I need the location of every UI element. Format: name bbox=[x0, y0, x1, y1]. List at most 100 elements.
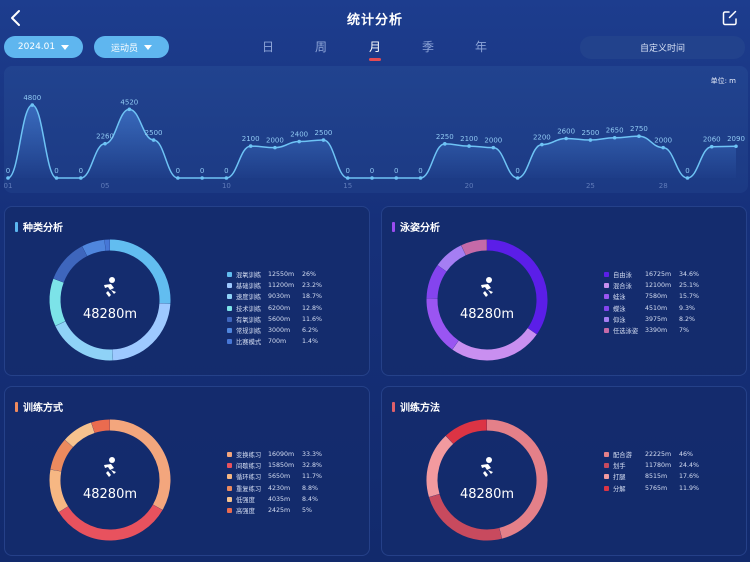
data-label: 2600 bbox=[557, 128, 575, 136]
data-point[interactable] bbox=[661, 145, 665, 150]
tab-day[interactable]: 日 bbox=[261, 40, 274, 54]
legend-name: 常规训练 bbox=[236, 328, 262, 336]
data-point[interactable] bbox=[418, 176, 423, 180]
donut-slice[interactable] bbox=[91, 419, 110, 433]
data-label: 0 bbox=[200, 167, 204, 175]
legend-percent: 1.4% bbox=[302, 338, 318, 346]
donut-slice[interactable] bbox=[437, 245, 466, 272]
data-point[interactable] bbox=[540, 142, 544, 147]
data-point[interactable] bbox=[297, 139, 302, 144]
donut-slice[interactable] bbox=[461, 239, 488, 256]
data-point[interactable] bbox=[103, 141, 107, 146]
legend-amount: 15850m bbox=[268, 462, 295, 470]
data-point[interactable] bbox=[685, 176, 690, 180]
legend-name: 重复练习 bbox=[236, 485, 262, 493]
donut-slice[interactable] bbox=[426, 298, 459, 350]
legend-amount: 5600m bbox=[268, 315, 291, 323]
legend-item: 自由泳 16725m 34.6% bbox=[604, 269, 699, 280]
data-label: 2400 bbox=[290, 131, 308, 139]
data-point[interactable] bbox=[443, 142, 447, 146]
data-point[interactable] bbox=[176, 176, 180, 180]
data-point[interactable] bbox=[273, 145, 277, 150]
data-point[interactable] bbox=[467, 144, 471, 148]
data-point[interactable] bbox=[709, 144, 714, 149]
legend-percent: 5% bbox=[302, 507, 312, 515]
donut-slice[interactable] bbox=[82, 239, 106, 257]
donut-slice[interactable] bbox=[426, 265, 447, 299]
date-select[interactable]: 2024.01 bbox=[4, 36, 83, 58]
data-label: 2750 bbox=[630, 125, 648, 133]
data-point[interactable] bbox=[612, 135, 617, 140]
data-point[interactable] bbox=[30, 103, 35, 107]
tab-year[interactable]: 年 bbox=[474, 40, 487, 54]
edit-square-icon[interactable] bbox=[722, 10, 738, 26]
training-method-legend: 配合游 22225m 46% 划手 11780m 24.4% 打腿 8515m 17.6% 分解 5… bbox=[604, 449, 699, 494]
chevron-left-icon[interactable] bbox=[6, 8, 26, 28]
legend-percent: 7% bbox=[679, 327, 689, 335]
data-point[interactable] bbox=[79, 176, 83, 180]
legend-amount: 12550m bbox=[268, 271, 295, 279]
data-point[interactable] bbox=[491, 145, 496, 150]
donut-slice[interactable] bbox=[486, 239, 548, 335]
data-point[interactable] bbox=[637, 134, 641, 139]
donut-slice[interactable] bbox=[49, 278, 66, 326]
legend-swatch bbox=[227, 305, 232, 311]
stroke-analysis-card: 泳姿分析 48280m 自由泳 16725m 34.6% 混合泳 12100m 25.1%… bbox=[381, 206, 747, 376]
data-point[interactable] bbox=[370, 176, 374, 180]
data-label: 2650 bbox=[606, 127, 624, 135]
data-point[interactable] bbox=[151, 138, 156, 142]
tab-month[interactable]: 月 bbox=[360, 38, 390, 61]
data-point[interactable] bbox=[321, 138, 326, 142]
card-title: 种类分析 bbox=[15, 219, 63, 234]
legend-item: 有氧训练 5600m 11.6% bbox=[227, 314, 322, 325]
donut-slice[interactable] bbox=[109, 419, 171, 510]
donut-slice[interactable] bbox=[50, 439, 74, 472]
donut-slice[interactable] bbox=[429, 493, 502, 541]
donut-slice[interactable] bbox=[53, 246, 88, 283]
data-point[interactable] bbox=[127, 107, 132, 112]
data-point[interactable] bbox=[224, 176, 229, 180]
donut-slice[interactable] bbox=[452, 328, 537, 361]
legend-swatch bbox=[227, 508, 232, 514]
daily-distance-chart: 单位: m 0 4800 0 0 2260 4520 2500 0 0 0 2100 2000 2400… bbox=[4, 66, 748, 193]
data-point[interactable] bbox=[248, 144, 253, 148]
legend-amount: 2425m bbox=[268, 507, 291, 515]
data-point[interactable] bbox=[6, 176, 10, 180]
donut-slice[interactable] bbox=[49, 469, 69, 513]
donut-slice[interactable] bbox=[112, 302, 171, 361]
donut-slice[interactable] bbox=[445, 419, 488, 444]
data-point[interactable] bbox=[54, 176, 59, 180]
legend-name: 高强度 bbox=[236, 508, 255, 516]
donut-slice[interactable] bbox=[64, 422, 95, 448]
legend-name: 速度训练 bbox=[236, 294, 262, 302]
custom-time-button[interactable]: 自定义时间 bbox=[580, 36, 745, 59]
data-point[interactable] bbox=[588, 138, 593, 142]
legend-percent: 17.6% bbox=[679, 473, 700, 481]
donut-slice[interactable] bbox=[486, 419, 548, 539]
total-distance: 48280m bbox=[82, 307, 138, 322]
data-point[interactable] bbox=[734, 144, 738, 149]
donut-slice[interactable] bbox=[58, 504, 163, 541]
category-legend: 混氧训练 12550m 26% 基础训练 11200m 23.2% 速度训练 9030m 18.… bbox=[227, 269, 322, 347]
donut-slice[interactable] bbox=[426, 435, 454, 497]
donut-slice[interactable] bbox=[109, 239, 171, 304]
data-label: 2090 bbox=[727, 135, 745, 143]
tab-week[interactable]: 周 bbox=[314, 40, 327, 54]
legend-name: 自由泳 bbox=[613, 272, 632, 280]
data-point[interactable] bbox=[564, 136, 568, 141]
data-label: 2250 bbox=[436, 133, 454, 141]
tab-quarter[interactable]: 季 bbox=[421, 40, 434, 54]
data-label: 0 bbox=[79, 167, 83, 175]
athlete-select[interactable]: 运动员 bbox=[94, 36, 169, 58]
data-point[interactable] bbox=[394, 176, 399, 180]
legend-amount: 4230m bbox=[268, 484, 291, 492]
data-label: 0 bbox=[54, 167, 58, 175]
data-point[interactable] bbox=[345, 176, 350, 180]
donut-slice[interactable] bbox=[55, 321, 113, 361]
period-tabs: 日 周 月 季 年 bbox=[0, 38, 750, 62]
legend-percent: 8.8% bbox=[302, 484, 318, 492]
data-point[interactable] bbox=[515, 176, 520, 180]
data-point[interactable] bbox=[200, 176, 204, 180]
legend-percent: 8.4% bbox=[302, 495, 318, 503]
legend-amount: 3390m bbox=[645, 327, 668, 335]
